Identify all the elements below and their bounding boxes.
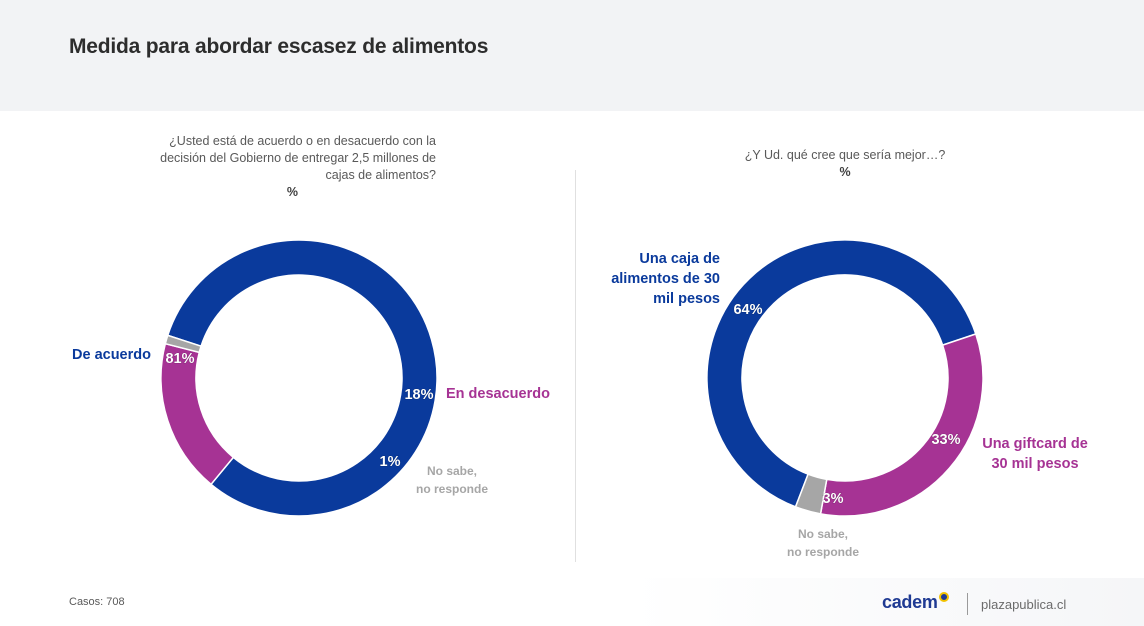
chart-divider (575, 170, 576, 562)
chart2-label-no-sabe-line1: No sabe, (797, 527, 848, 541)
chart2-label-no-sabe: No sabe, no responde (773, 525, 873, 561)
chart1-label-no-sabe-line2: no responde (415, 482, 488, 496)
chart1-label-de-acuerdo: De acuerdo (72, 347, 151, 363)
footer-casos: Casos: 708 (69, 596, 125, 608)
chart1-label-en-desacuerdo: En desacuerdo (446, 386, 550, 402)
header-band (0, 0, 1144, 111)
chart2-label-caja: Una caja de alimentos de 30 mil pesos (600, 249, 720, 309)
chart2-data-label-2: 3% (823, 491, 844, 507)
chart1-question-text: ¿Usted está de acuerdo o en desacuerdo c… (160, 134, 436, 182)
chart1-question: ¿Usted está de acuerdo o en desacuerdo c… (136, 133, 436, 201)
footer-separator (967, 593, 968, 615)
chart1-slice-2 (164, 334, 202, 354)
chart2-label-caja-line2: alimentos de 30 (611, 271, 720, 287)
footer-band (0, 578, 1144, 626)
chart1-slice-0 (166, 239, 438, 517)
footer-site: plazapublica.cl (981, 597, 1067, 612)
cadem-logo: cadem (882, 592, 949, 613)
chart1-unit: % (286, 185, 298, 199)
chart2-label-no-sabe-line2: no responde (786, 545, 859, 559)
chart2-slice-1 (819, 333, 984, 517)
chart1-label-no-sabe: No sabe, no responde (402, 462, 502, 498)
chart2-label-giftcard-line1: Una giftcard de (982, 436, 1088, 452)
chart1-data-label-1: 18% (404, 387, 433, 403)
chart2-data-label-0: 64% (733, 302, 762, 318)
chart2-slice-2 (794, 473, 828, 515)
chart2-label-caja-line3: mil pesos (653, 291, 720, 307)
chart1-data-label-0: 81% (165, 351, 194, 367)
page-title: Medida para abordar escasez de alimentos (69, 35, 489, 58)
chart1-data-label-2: 1% (380, 454, 401, 470)
chart2-label-giftcard-line2: 30 mil pesos (991, 456, 1079, 472)
donut-chart-1: 81% 18% 1% (160, 239, 438, 517)
chart2-label-caja-line1: Una caja de (639, 251, 720, 267)
cadem-logo-text: cadem (882, 592, 938, 612)
cadem-dot-icon (938, 592, 949, 602)
chart2-question-text: ¿Y Ud. qué cree que sería mejor…? (744, 148, 946, 162)
chart2-label-giftcard: Una giftcard de 30 mil pesos (975, 434, 1095, 474)
chart2-unit: % (839, 165, 851, 179)
chart2-slice-0 (706, 239, 977, 508)
donut-chart-2: 64% 33% 3% (706, 239, 984, 517)
chart1-label-no-sabe-line1: No sabe, (426, 464, 477, 478)
chart2-data-label-1: 33% (931, 432, 960, 448)
chart2-question: ¿Y Ud. qué cree que sería mejor…? % (660, 147, 1030, 181)
